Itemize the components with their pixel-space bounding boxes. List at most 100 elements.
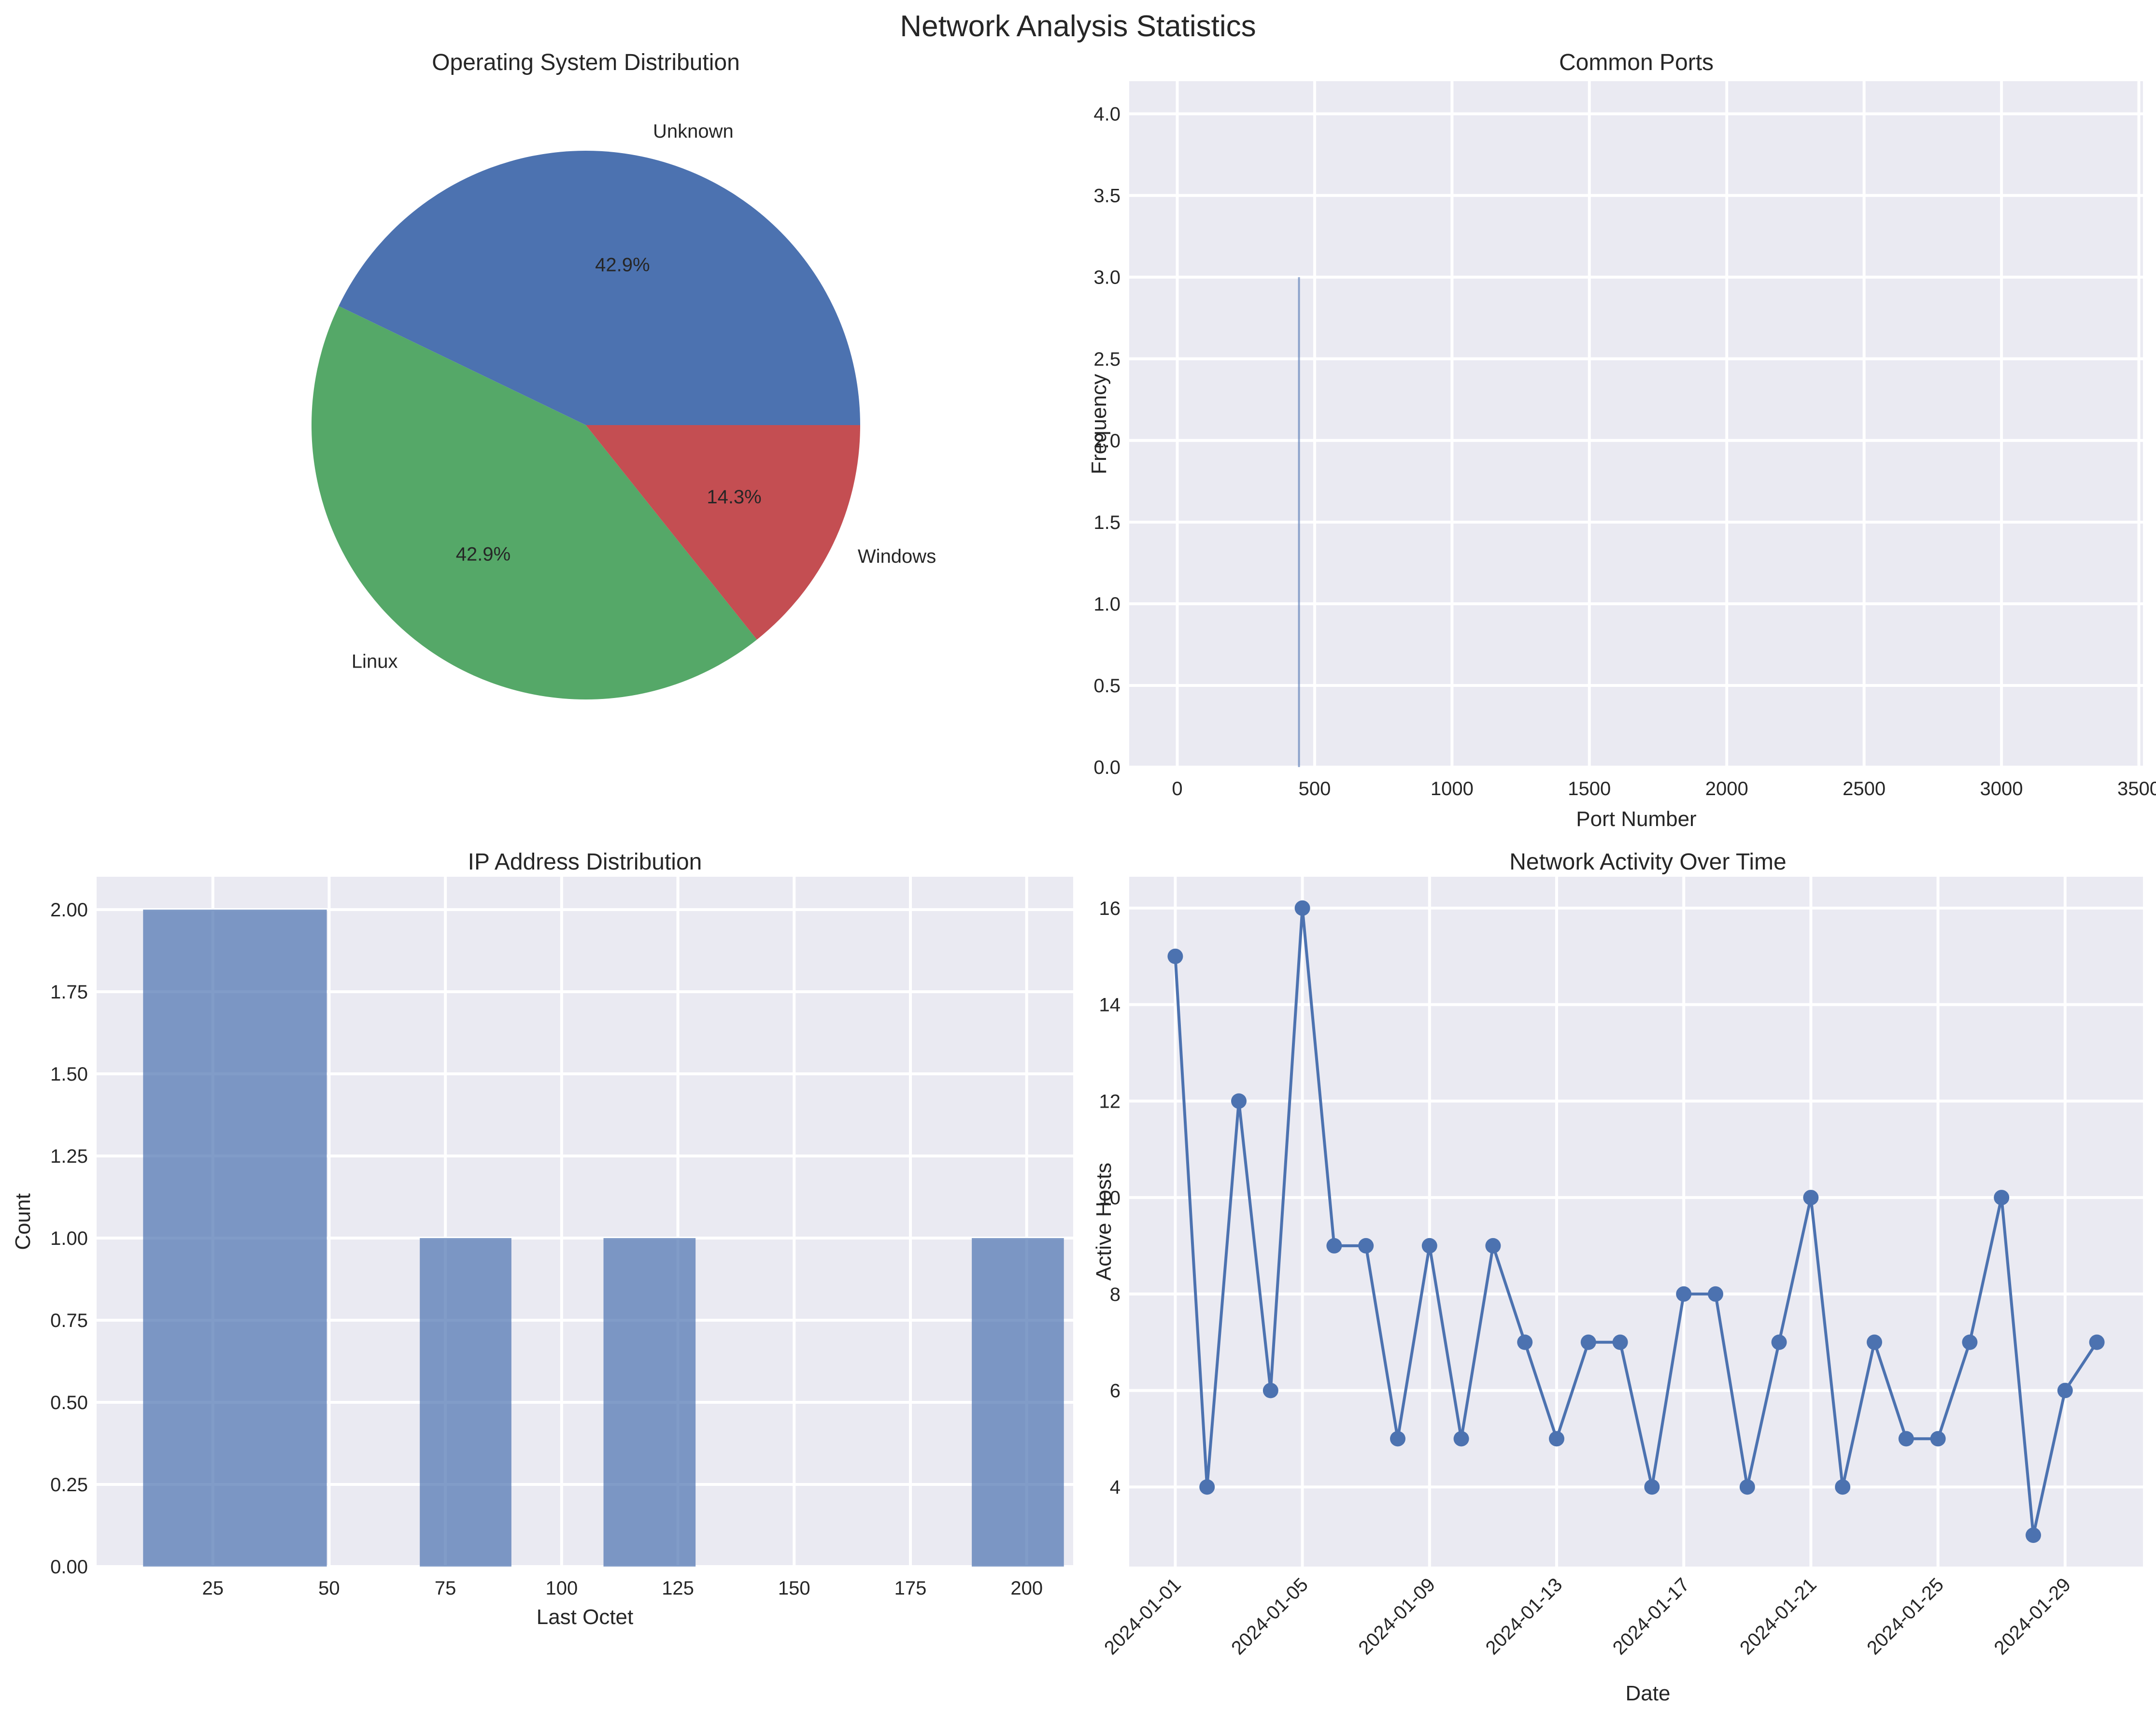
- activity-panel: 2024-01-01 2024-01-05 2024-01-09 2024-01-13…: [1092, 849, 2143, 1705]
- activity-series: [1167, 900, 2105, 1543]
- activity-ytick-label: 6: [1110, 1381, 1121, 1402]
- activity-point: [1453, 1431, 1469, 1447]
- os-pie-percent: 42.9%: [456, 543, 511, 565]
- activity-point: [1994, 1190, 2010, 1206]
- activity-xtick-label: 2024-01-01: [1100, 1574, 1185, 1659]
- activity-ytick-label: 8: [1110, 1284, 1121, 1305]
- os-pie-slice-windows: [586, 425, 860, 640]
- activity-point: [1326, 1238, 1342, 1254]
- ip-xtick-label: 125: [662, 1578, 694, 1599]
- ip-xtick-label: 100: [545, 1578, 578, 1599]
- activity-point: [1390, 1431, 1406, 1447]
- os-pie-label: Unknown: [653, 121, 734, 142]
- os-pie-panel: Operating System Distribution Unknown 42.…: [312, 50, 936, 700]
- activity-xlabel: Date: [1626, 1682, 1671, 1705]
- os-pie-slices: [312, 150, 861, 700]
- ports-xlabel: Port Number: [1576, 807, 1696, 831]
- ip-ytick-label: 0.25: [50, 1474, 88, 1496]
- ip-ytick-label: 1.25: [50, 1146, 88, 1167]
- ports-xtick-label: 500: [1299, 778, 1331, 799]
- activity-point: [1421, 1238, 1437, 1254]
- ip-panel: 25 50 75 100 125 150 175 200 0.00 0.25 0.50 0.75 1.0…: [11, 849, 1073, 1629]
- activity-xtick-label: 2024-01-25: [1863, 1574, 1948, 1659]
- ip-xtick-label: 150: [778, 1578, 810, 1599]
- activity-point: [1517, 1334, 1533, 1350]
- os-pie-title: Operating System Distribution: [432, 50, 740, 75]
- activity-point: [1294, 900, 1310, 916]
- ports-ytick-label: 4.0: [1093, 104, 1121, 125]
- activity-ytick-label: 14: [1099, 995, 1121, 1016]
- activity-title: Network Activity Over Time: [1509, 849, 1786, 875]
- ip-ylabel: Count: [11, 1193, 35, 1250]
- activity-xtick-label: 2024-01-05: [1227, 1574, 1312, 1659]
- activity-point: [1803, 1190, 1819, 1206]
- activity-point: [1358, 1238, 1374, 1254]
- ports-ytick-label: 1.0: [1093, 594, 1121, 615]
- activity-point: [1707, 1286, 1723, 1302]
- ports-xtick-label: 1000: [1431, 778, 1474, 799]
- os-pie-label: Windows: [858, 546, 936, 567]
- ip-bar: [420, 1238, 511, 1567]
- activity-point: [1930, 1431, 1946, 1447]
- ports-xtick-label: 3000: [1980, 778, 2023, 799]
- ports-xtick-label: 1500: [1568, 778, 1611, 799]
- ip-xtick-label: 75: [435, 1578, 456, 1599]
- ports-ytick-label: 2.0: [1093, 430, 1121, 452]
- ports-ytick-label: 0.0: [1093, 757, 1121, 778]
- activity-point: [1866, 1334, 1882, 1350]
- ports-bars: [1298, 277, 1300, 767]
- ip-xtick-label: 25: [202, 1578, 224, 1599]
- ports-ytick-label: 1.5: [1093, 512, 1121, 533]
- activity-point: [1898, 1431, 1914, 1447]
- ip-ytick-label: 0.75: [50, 1310, 88, 1331]
- activity-point: [1962, 1334, 1978, 1350]
- ip-bar: [143, 910, 327, 1567]
- activity-point: [1485, 1238, 1501, 1254]
- ip-ytick-label: 1.00: [50, 1228, 88, 1249]
- activity-xtick-label: 2024-01-21: [1736, 1574, 1821, 1659]
- os-pie-slice-linux: [312, 306, 757, 700]
- ip-ytick-label: 1.75: [50, 982, 88, 1003]
- activity-line: [1174, 906, 2099, 1537]
- ports-ylabel: Frequency: [1087, 374, 1111, 474]
- ports-title: Common Ports: [1559, 50, 1714, 75]
- activity-point: [1580, 1334, 1596, 1350]
- ip-bar: [603, 1238, 696, 1567]
- os-pie-label: Linux: [352, 651, 398, 672]
- activity-xtick-label: 2024-01-17: [1609, 1574, 1694, 1659]
- activity-xtick-label: 2024-01-29: [1990, 1574, 2075, 1659]
- activity-ytick-label: 16: [1099, 898, 1121, 919]
- ip-xlabel: Last Octet: [537, 1605, 634, 1629]
- activity-point: [1262, 1383, 1278, 1398]
- ports-bar: [1298, 277, 1300, 767]
- os-pie-percent: 42.9%: [595, 255, 650, 276]
- activity-point: [2089, 1334, 2105, 1350]
- activity-point: [1835, 1479, 1851, 1495]
- ip-title: IP Address Distribution: [468, 849, 702, 875]
- ports-axes-background: [1129, 81, 2143, 767]
- ip-bar: [972, 1238, 1064, 1567]
- activity-point: [1771, 1334, 1787, 1350]
- ports-ytick-label: 0.5: [1093, 675, 1121, 697]
- figure-title: Network Analysis Statistics: [900, 10, 1256, 43]
- activity-ytick-label: 12: [1099, 1091, 1121, 1112]
- ip-xtick-label: 200: [1010, 1578, 1043, 1599]
- ports-xtick-label: 2500: [1843, 778, 1886, 799]
- activity-point: [1676, 1286, 1692, 1302]
- activity-point: [1644, 1479, 1660, 1495]
- activity-point: [1739, 1479, 1755, 1495]
- activity-point: [1612, 1334, 1628, 1350]
- os-pie-labels: Unknown 42.9% Linux 42.9% Windows 14.3%: [352, 121, 936, 672]
- ip-bars: [143, 910, 1064, 1567]
- activity-point: [1199, 1479, 1215, 1495]
- ip-ytick-label: 1.50: [50, 1064, 88, 1085]
- ip-xtick-label: 50: [318, 1578, 340, 1599]
- ports-xtick-label: 0: [1172, 778, 1182, 799]
- activity-point: [1231, 1093, 1247, 1109]
- ip-ytick-label: 0.00: [50, 1556, 88, 1578]
- ports-ytick-label: 3.5: [1093, 185, 1121, 207]
- activity-point: [1549, 1431, 1565, 1447]
- ports-xtick-label: 3500: [2117, 778, 2156, 799]
- ip-ytick-label: 2.00: [50, 899, 88, 921]
- os-pie-slice-unknown: [339, 150, 861, 426]
